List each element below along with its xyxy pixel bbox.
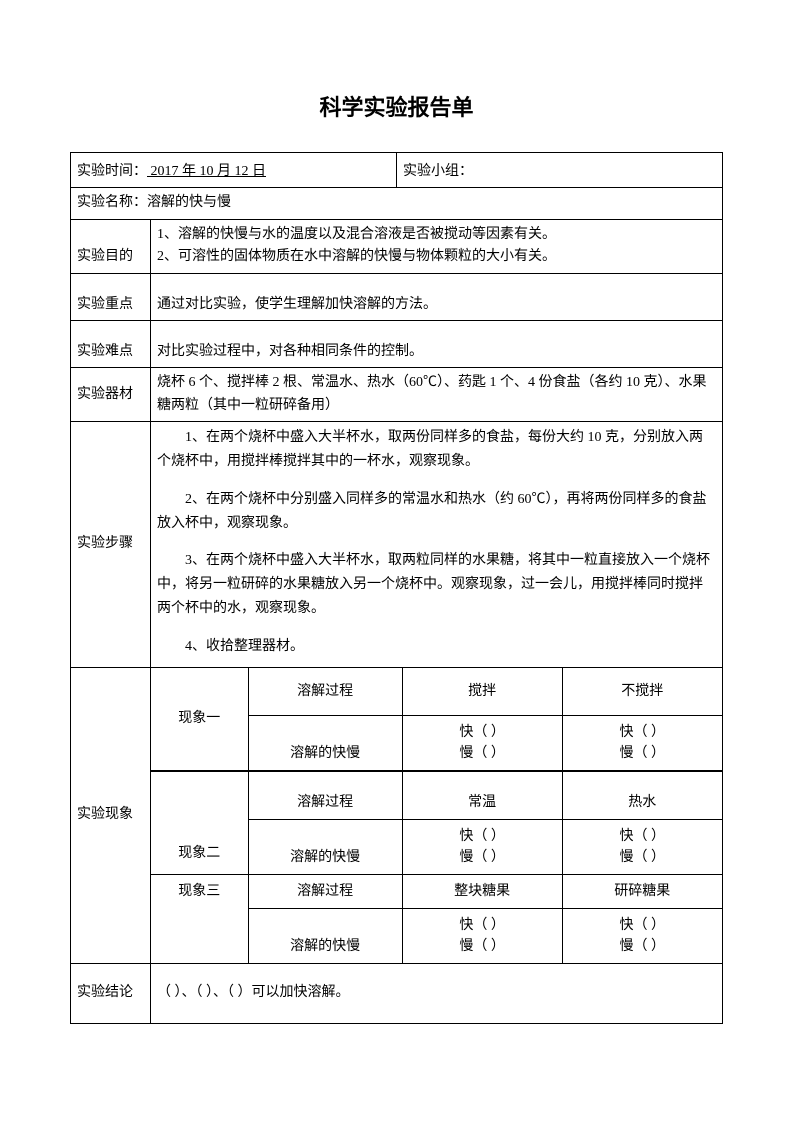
difficulty-text: 对比实验过程中，对各种相同条件的控制。 xyxy=(151,320,723,367)
steps-cell: 1、在两个烧杯中盛入大半杯水，取两份同样多的食盐，每份大约 10 克，分别放入两… xyxy=(151,422,723,667)
name-row: 实验名称：溶解的快与慢 xyxy=(71,188,723,219)
difficulty-label: 实验难点 xyxy=(71,320,151,367)
conclusion-text: （ ）、（ ）、（ ）可以加快溶解。 xyxy=(151,963,723,1023)
phen1-label: 现象一 xyxy=(151,668,248,772)
phen1-stir-val: 快（ ）慢（ ） xyxy=(402,716,562,772)
phenomenon-table: 现象一 溶解过程 搅拌 不搅拌 溶解的快慢 快（ ）慢（ ） 快（ ）慢（ ） … xyxy=(151,668,722,963)
name-value: 溶解的快与慢 xyxy=(147,195,231,210)
step-1: 1、在两个烧杯中盛入大半杯水，取两份同样多的食盐，每份大约 10 克，分别放入两… xyxy=(157,426,716,474)
conclusion-label: 实验结论 xyxy=(71,963,151,1023)
steps-label: 实验步骤 xyxy=(71,422,151,667)
phenomenon-label: 实验现象 xyxy=(71,667,151,963)
phen3-whole-val: 快（ ）慢（ ） xyxy=(402,908,562,963)
group-cell: 实验小组： xyxy=(397,153,723,187)
phen2-hot: 热水 xyxy=(562,771,722,819)
page-title: 科学实验报告单 xyxy=(70,90,723,122)
phen2-label: 现象二 xyxy=(151,771,248,874)
phen3-speed: 溶解的快慢 xyxy=(248,908,402,963)
purpose-text: 1、溶解的快慢与水的温度以及混合溶液是否被搅动等因素有关。 2、可溶性的固体物质… xyxy=(151,219,723,273)
phen2-normal: 常温 xyxy=(402,771,562,819)
purpose-label: 实验目的 xyxy=(71,219,151,273)
phen1-speed: 溶解的快慢 xyxy=(248,716,402,772)
focus-label: 实验重点 xyxy=(71,273,151,320)
time-label: 实验时间： xyxy=(77,164,147,179)
phen2-normal-val: 快（ ）慢（ ） xyxy=(402,819,562,874)
name-label: 实验名称： xyxy=(77,195,147,210)
phen3-crushed: 研碎糖果 xyxy=(562,874,722,908)
step-4: 4、收拾整理器材。 xyxy=(157,635,716,659)
time-cell: 实验时间： 2017 年 10 月 12 日 xyxy=(71,153,397,187)
time-value: 2017 年 10 月 12 日 xyxy=(147,164,266,179)
phen2-hot-val: 快（ ）慢（ ） xyxy=(562,819,722,874)
group-label: 实验小组： xyxy=(403,164,473,179)
phen3-label: 现象三 xyxy=(151,874,248,963)
report-table: 实验时间： 2017 年 10 月 12 日 实验小组： 实验名称：溶解的快与慢… xyxy=(70,152,723,1024)
phen3-crushed-val: 快（ ）慢（ ） xyxy=(562,908,722,963)
phen1-nostir-val: 快（ ）慢（ ） xyxy=(562,716,722,772)
equipment-label: 实验器材 xyxy=(71,368,151,422)
step-2: 2、在两个烧杯中分别盛入同样多的常温水和热水（约 60℃），再将两份同样多的食盐… xyxy=(157,488,716,536)
equipment-text: 烧杯 6 个、搅拌棒 2 根、常温水、热水（60℃）、药匙 1 个、4 份食盐（… xyxy=(151,368,723,422)
phen1-stir: 搅拌 xyxy=(402,668,562,716)
phen2-process: 溶解过程 xyxy=(248,771,402,819)
phen3-whole: 整块糖果 xyxy=(402,874,562,908)
focus-text: 通过对比实验，使学生理解加快溶解的方法。 xyxy=(151,273,723,320)
phen1-nostir: 不搅拌 xyxy=(562,668,722,716)
phen1-process: 溶解过程 xyxy=(248,668,402,716)
phen2-speed: 溶解的快慢 xyxy=(248,819,402,874)
phen3-process: 溶解过程 xyxy=(248,874,402,908)
step-3: 3、在两个烧杯中盛入大半杯水，取两粒同样的水果糖，将其中一粒直接放入一个烧杯中，… xyxy=(157,549,716,620)
